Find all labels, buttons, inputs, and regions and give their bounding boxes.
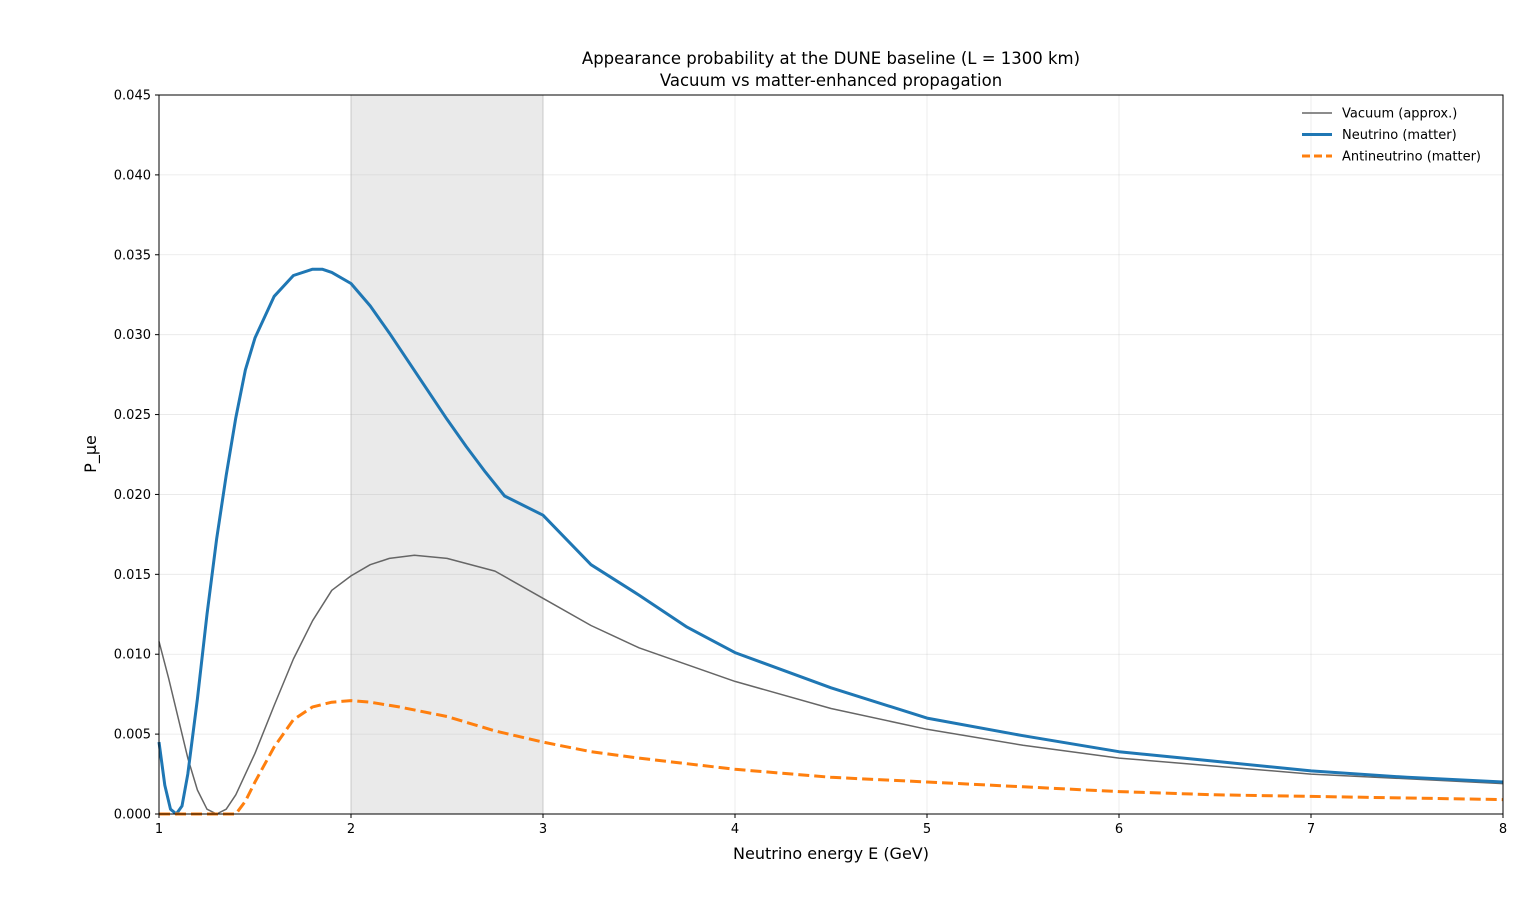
x-tick-label: 7 [1307, 822, 1315, 837]
x-tick-label: 8 [1499, 822, 1507, 837]
y-tick-label: 0.010 [114, 648, 151, 663]
y-tick-label: 0.040 [114, 168, 151, 183]
y-tick-label: 0.000 [114, 808, 151, 823]
x-tick-label: 4 [731, 822, 739, 837]
chart-title-line-2: Vacuum vs matter-enhanced propagation [660, 71, 1002, 90]
series-line-1 [158, 554, 1504, 815]
y-tick-label: 0.015 [114, 568, 151, 583]
x-tick-label: 6 [1115, 822, 1123, 837]
legend-label-2: Neutrino (matter) [1342, 128, 1457, 143]
legend-label-3: Antineutrino (matter) [1342, 150, 1481, 165]
y-tick-label: 0.020 [114, 488, 151, 503]
x-axis-label: Neutrino energy E (GeV) [733, 844, 929, 863]
legend: Vacuum (approx.) Neutrino (matter) Antineu… [1302, 107, 1481, 165]
series-line-2 [157, 267, 1504, 816]
legend-label-1: Vacuum (approx.) [1342, 107, 1457, 122]
y-axis-label: P_μe [81, 435, 101, 473]
plot-frame [158, 94, 1504, 815]
y-tick-label: 0.025 [114, 408, 151, 423]
series-line-3 [159, 699, 1504, 816]
y-tick-label: 0.035 [114, 248, 151, 263]
x-tick-label: 2 [347, 822, 355, 837]
shaded-band [350, 94, 544, 815]
y-tick-label: 0.030 [114, 328, 151, 343]
y-tick-label: 0.005 [114, 728, 151, 743]
chart-title-line-1: Appearance probability at the DUNE basel… [582, 49, 1080, 68]
x-tick-label: 1 [155, 822, 163, 837]
y-tick-label: 0.045 [114, 89, 151, 104]
x-tick-label: 3 [539, 822, 547, 837]
x-tick-label: 5 [923, 822, 931, 837]
